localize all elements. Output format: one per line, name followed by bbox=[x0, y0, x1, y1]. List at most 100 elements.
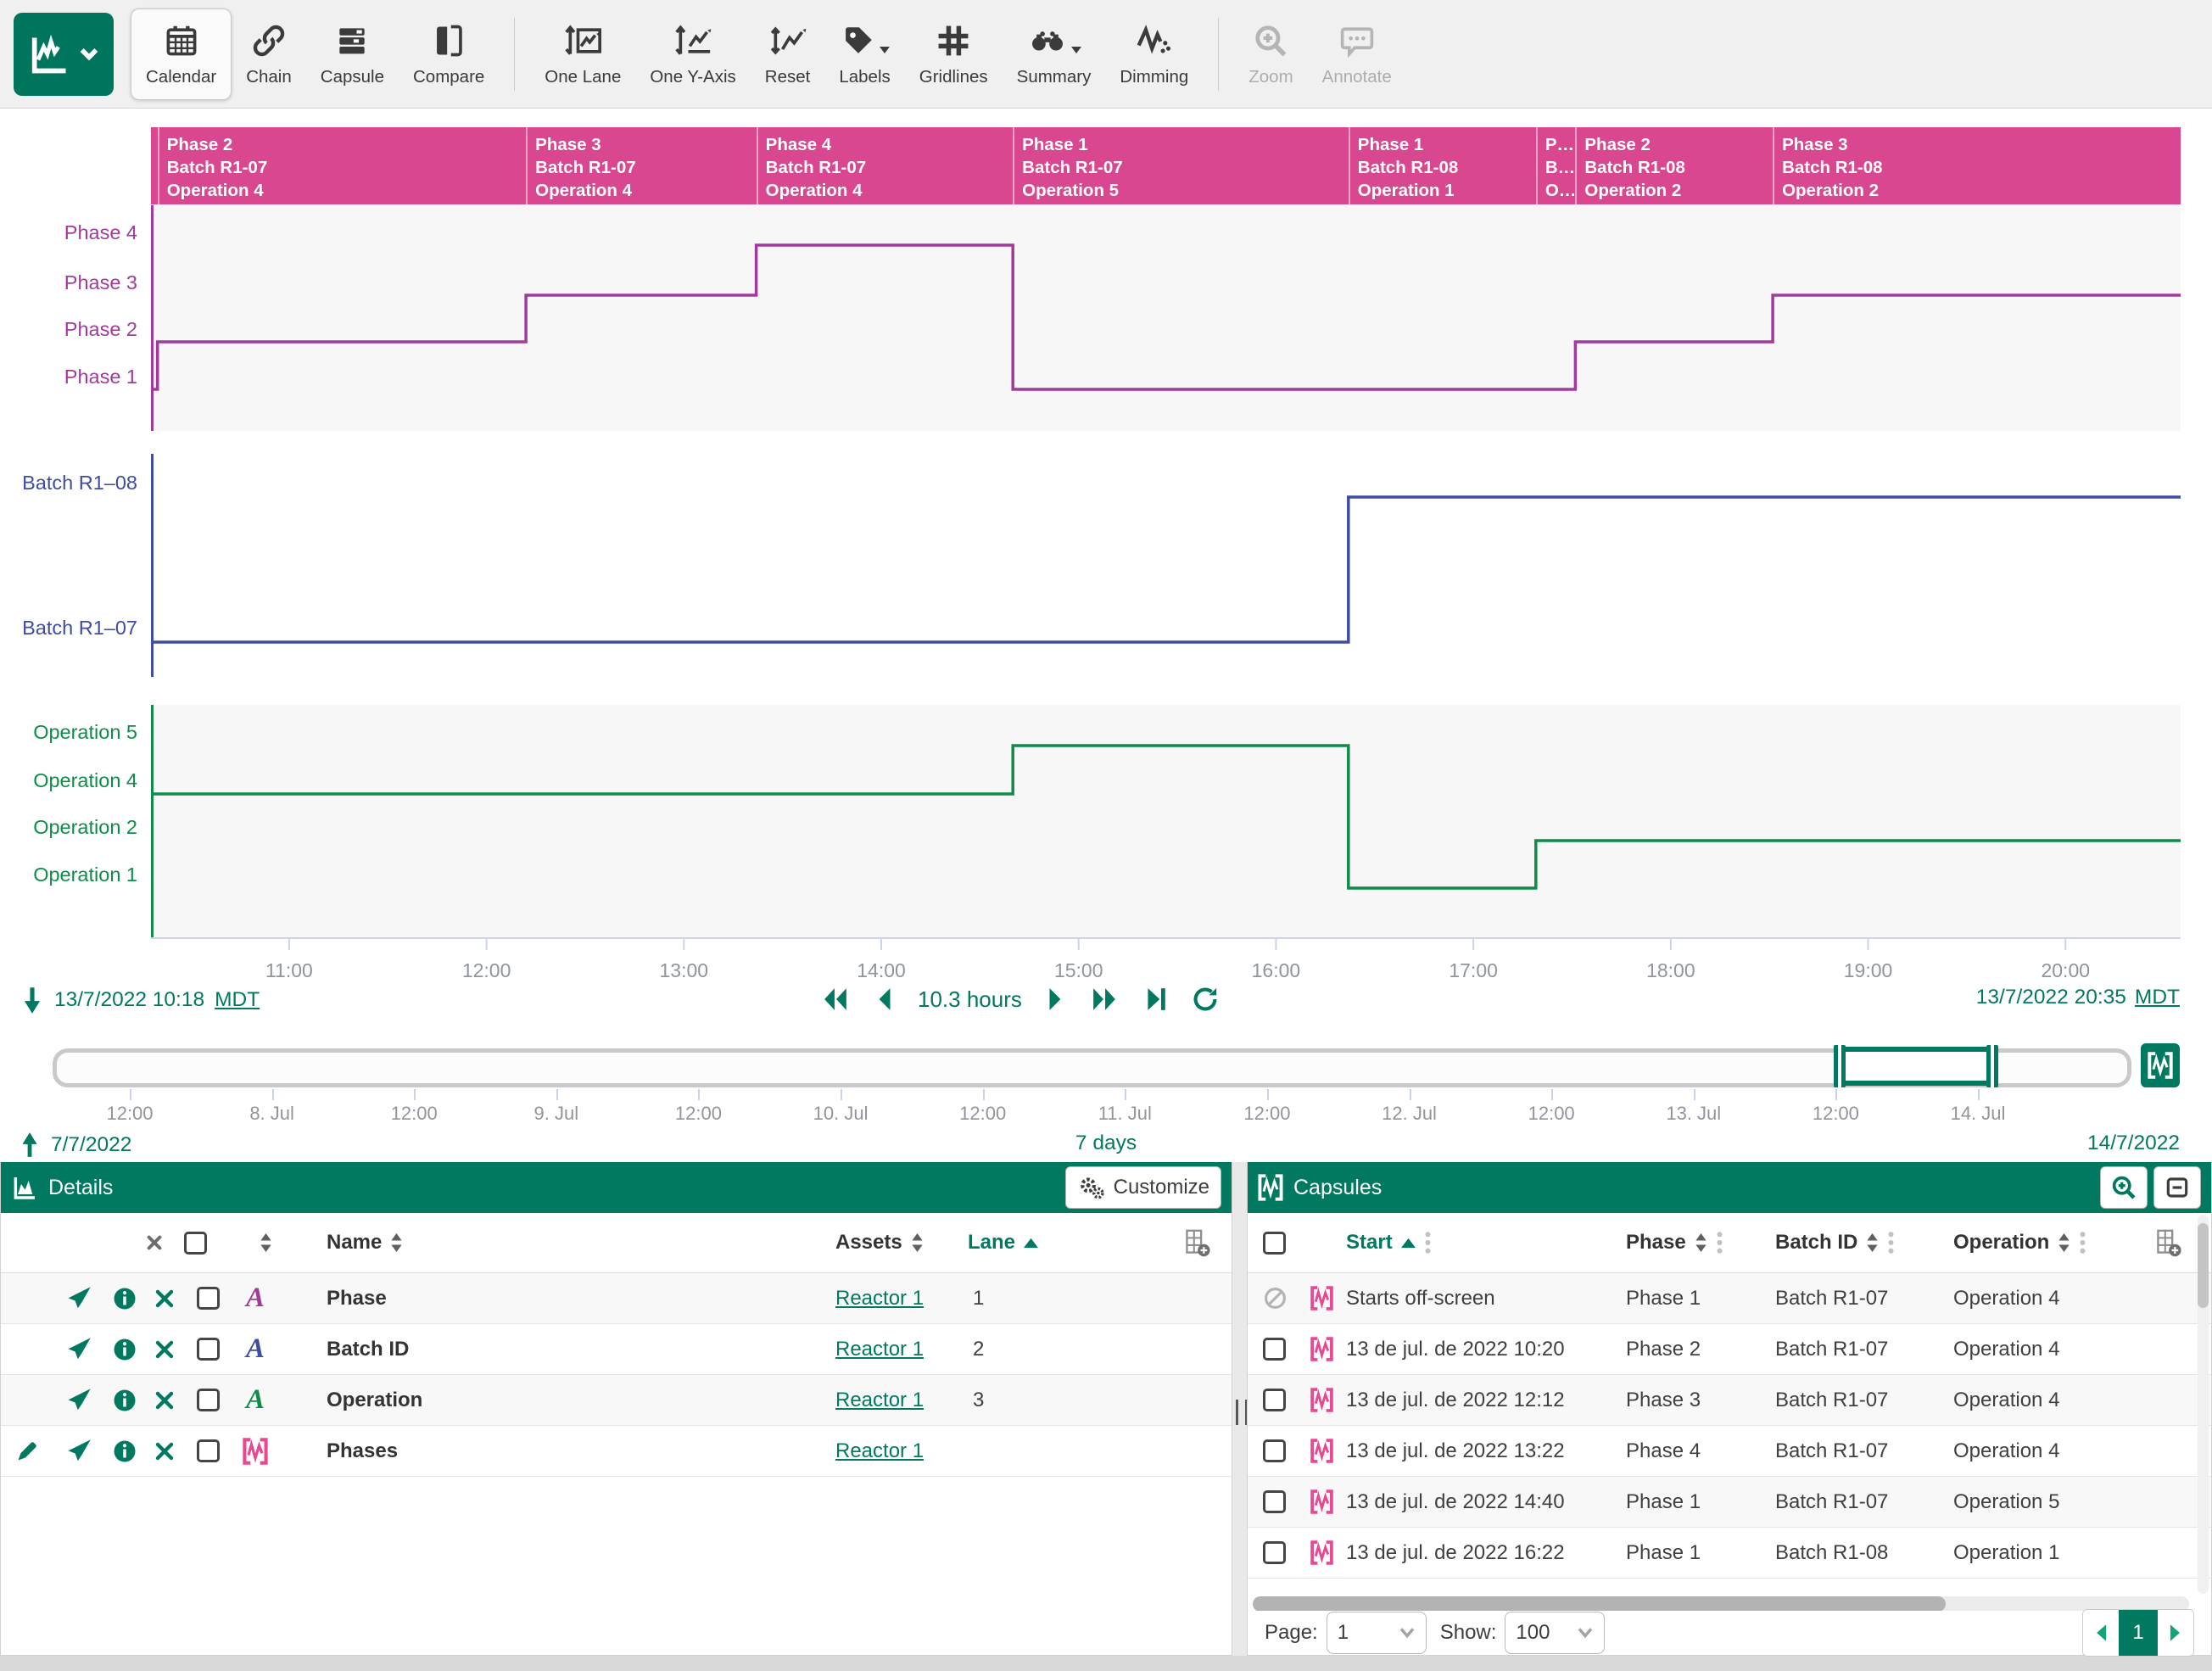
info-icon[interactable] bbox=[104, 1337, 145, 1362]
details-row[interactable]: Phases Reactor 1 bbox=[1, 1426, 1232, 1477]
current-page-badge[interactable]: 1 bbox=[2119, 1610, 2158, 1656]
display-range-duration[interactable]: 10.3 hours bbox=[918, 986, 1022, 1012]
capsule-row[interactable]: 13 de jul. de 2022 12:12 Phase 3 Batch R… bbox=[1248, 1375, 2211, 1426]
column-menu-icon[interactable] bbox=[2079, 1231, 2086, 1255]
rocket-icon[interactable] bbox=[53, 1439, 104, 1464]
details-row[interactable]: A Operation Reactor 1 3 bbox=[1, 1375, 1232, 1426]
capsule-row[interactable]: 13 de jul. de 2022 16:22 Phase 1 Batch R… bbox=[1248, 1528, 2211, 1579]
horizontal-scrollbar-thumb[interactable] bbox=[1253, 1596, 1946, 1612]
sort-ascending-icon[interactable] bbox=[1400, 1238, 1416, 1249]
range-end-timezone-link[interactable]: MDT bbox=[2134, 986, 2180, 1009]
y-axis-label[interactable]: Phase 3 bbox=[64, 271, 137, 293]
investigate-duration-label[interactable]: 7 days bbox=[1075, 1132, 1137, 1154]
add-column-icon[interactable] bbox=[1182, 1227, 1211, 1258]
pan-back-icon[interactable] bbox=[875, 986, 892, 1012]
trend-plot-svg[interactable]: Phase 4 Phase 3 Phase 2 Phase 1 Batch R1–08 B… bbox=[0, 109, 2212, 1042]
y-axis-label[interactable]: Phase 2 bbox=[64, 318, 137, 340]
zoom-to-capsule-button[interactable] bbox=[2100, 1166, 2148, 1209]
y-axis-label[interactable]: Batch R1–07 bbox=[22, 617, 137, 639]
capsule-row[interactable]: 13 de jul. de 2022 14:40 Phase 1 Batch R… bbox=[1248, 1477, 2211, 1528]
remove-icon[interactable] bbox=[145, 1441, 184, 1461]
timeline-selection-right-handle[interactable] bbox=[1986, 1045, 1999, 1087]
vertical-scrollbar[interactable] bbox=[2198, 1215, 2209, 1594]
toolbar-compare-button[interactable]: Compare bbox=[399, 9, 499, 99]
row-checkbox[interactable] bbox=[196, 1389, 220, 1411]
row-checkbox[interactable] bbox=[196, 1439, 220, 1462]
info-icon[interactable] bbox=[104, 1286, 145, 1311]
capsules-start-column-label[interactable]: Start bbox=[1346, 1231, 1393, 1254]
pan-forward-much-icon[interactable] bbox=[1090, 986, 1119, 1012]
capsule-bar-segment[interactable]: P… B… O… bbox=[1535, 127, 1576, 204]
customize-button[interactable]: Customize bbox=[1064, 1166, 1221, 1209]
pan-to-end-icon[interactable] bbox=[1144, 986, 1166, 1012]
toolbar-zoom-button[interactable]: Zoom bbox=[1234, 9, 1307, 99]
asset-link[interactable]: Reactor 1 bbox=[835, 1388, 924, 1411]
column-menu-icon[interactable] bbox=[1887, 1231, 1895, 1255]
capsule-bar-segment[interactable]: Phase 2 Batch R1-07 Operation 4 bbox=[157, 127, 527, 204]
capsule-bar-segment[interactable]: Phase 3 Batch R1-08 Operation 2 bbox=[1773, 127, 2181, 204]
workbench-logo-button[interactable] bbox=[14, 12, 114, 96]
toolbar-labels-button[interactable]: Labels bbox=[824, 9, 904, 99]
toolbar-one-lane-button[interactable]: One Lane bbox=[530, 9, 635, 99]
details-lane-column-label[interactable]: Lane bbox=[968, 1231, 1016, 1254]
info-icon[interactable] bbox=[104, 1439, 145, 1464]
capsule-bar-segment[interactable]: Phase 1 Batch R1-08 Operation 1 bbox=[1348, 127, 1536, 204]
select-all-checkbox[interactable] bbox=[1263, 1231, 1286, 1255]
toolbar-one-y-axis-button[interactable]: One Y-Axis bbox=[635, 9, 750, 99]
capsule-bar-segment[interactable]: Phase 4 Batch R1-07 Operation 4 bbox=[756, 127, 1014, 204]
capsule-row[interactable]: 13 de jul. de 2022 13:22 Phase 4 Batch R… bbox=[1248, 1426, 2211, 1477]
row-checkbox[interactable] bbox=[196, 1287, 220, 1310]
pencil-icon[interactable] bbox=[1, 1439, 53, 1463]
rocket-icon[interactable] bbox=[53, 1388, 104, 1413]
sort-ascending-icon[interactable] bbox=[1024, 1238, 1039, 1249]
toolbar-chain-button[interactable]: Chain bbox=[232, 9, 306, 99]
pan-back-much-icon[interactable] bbox=[821, 986, 850, 1012]
pan-forward-icon[interactable] bbox=[1047, 986, 1064, 1012]
select-all-checkbox[interactable] bbox=[184, 1231, 207, 1255]
operation-step-series[interactable] bbox=[151, 744, 2181, 890]
sort-icon[interactable] bbox=[1695, 1233, 1707, 1252]
sort-icon[interactable] bbox=[390, 1233, 403, 1252]
asset-link[interactable]: Reactor 1 bbox=[835, 1337, 924, 1361]
row-checkbox[interactable] bbox=[1263, 1541, 1286, 1564]
refresh-icon[interactable] bbox=[1192, 986, 1219, 1013]
capsule-row[interactable]: 13 de jul. de 2022 10:20 Phase 2 Batch R… bbox=[1248, 1324, 2211, 1375]
horizontal-scrollbar[interactable] bbox=[1253, 1596, 2189, 1612]
next-page-icon[interactable] bbox=[2158, 1610, 2193, 1656]
show-select[interactable]: 100 bbox=[1505, 1612, 1606, 1654]
toolbar-summary-button[interactable]: Summary bbox=[1003, 9, 1106, 99]
capsule-row[interactable]: Starts off-screen Phase 1 Batch R1-07 Op… bbox=[1248, 1273, 2211, 1324]
sort-icon[interactable] bbox=[911, 1233, 924, 1252]
signal-name[interactable]: Batch ID bbox=[327, 1337, 410, 1361]
rocket-icon[interactable] bbox=[53, 1337, 104, 1362]
y-axis-label[interactable]: Phase 1 bbox=[64, 366, 137, 388]
remove-icon[interactable] bbox=[145, 1339, 184, 1360]
phase-step-series[interactable] bbox=[151, 243, 2181, 391]
capsules-phase-column-label[interactable]: Phase bbox=[1626, 1231, 1686, 1254]
info-icon[interactable] bbox=[104, 1388, 145, 1413]
collapse-panel-button[interactable] bbox=[2153, 1166, 2201, 1209]
asset-link[interactable]: Reactor 1 bbox=[835, 1439, 924, 1462]
details-row[interactable]: A Phase Reactor 1 1 bbox=[1, 1273, 1232, 1324]
capsule-bar-segment[interactable]: Phase 2 Batch R1-08 Operation 2 bbox=[1575, 127, 1774, 204]
timeline-selection-left-handle[interactable] bbox=[1833, 1045, 1846, 1087]
sort-icon[interactable] bbox=[2058, 1233, 2070, 1252]
item-type-sort[interactable] bbox=[232, 1233, 279, 1252]
capsule-bar-segment[interactable] bbox=[151, 127, 158, 204]
row-checkbox[interactable] bbox=[1263, 1439, 1286, 1462]
y-axis-label[interactable]: Operation 5 bbox=[33, 721, 137, 743]
page-select[interactable]: 1 bbox=[1326, 1612, 1427, 1654]
range-start-timezone-link[interactable]: MDT bbox=[215, 988, 260, 1011]
row-checkbox[interactable] bbox=[1263, 1490, 1286, 1513]
toolbar-capsule-button[interactable]: Capsule bbox=[306, 9, 399, 99]
y-axis-label[interactable]: Operation 2 bbox=[33, 816, 137, 838]
capsule-bar-segment[interactable]: Phase 1 Batch R1-07 Operation 5 bbox=[1013, 127, 1349, 204]
splitter-grip-icon[interactable] bbox=[1236, 1400, 1248, 1425]
asset-link[interactable]: Reactor 1 bbox=[835, 1286, 924, 1310]
timeline-capsule-button[interactable] bbox=[2141, 1043, 2180, 1087]
y-axis-label[interactable]: Operation 4 bbox=[33, 769, 137, 791]
row-checkbox[interactable] bbox=[1263, 1338, 1286, 1361]
signal-name[interactable]: Phase bbox=[327, 1286, 387, 1310]
add-column-icon[interactable] bbox=[2153, 1227, 2182, 1258]
row-checkbox[interactable] bbox=[1263, 1389, 1286, 1411]
